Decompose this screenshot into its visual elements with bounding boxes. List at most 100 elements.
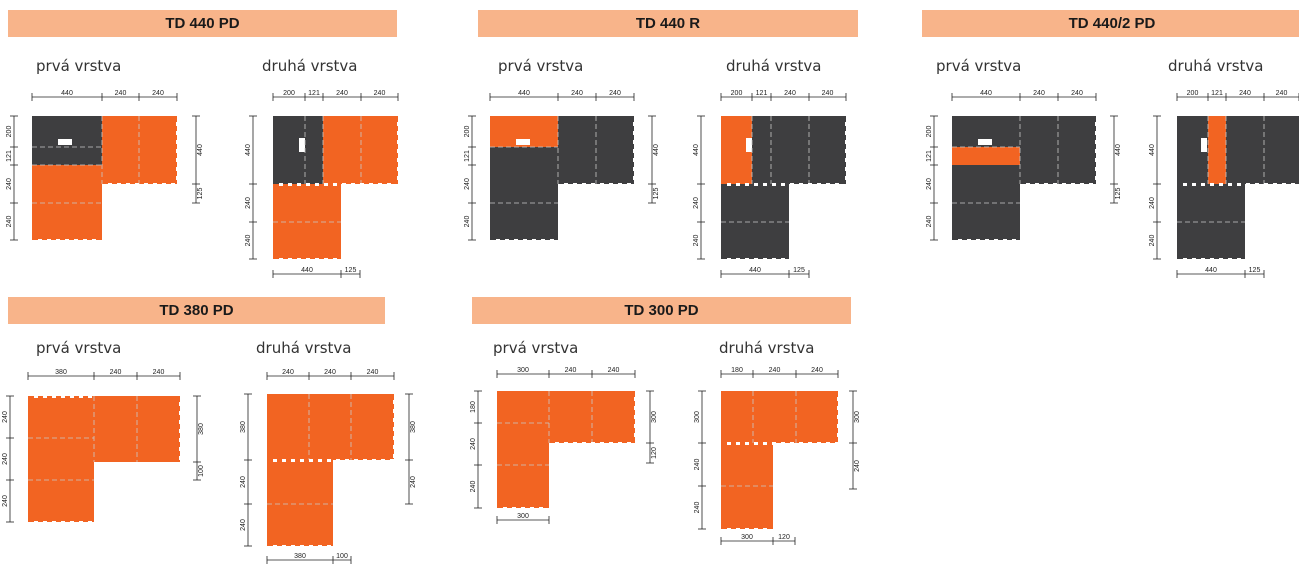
puzzle-edge: [845, 149, 848, 153]
puzzle-edge: [618, 442, 622, 445]
puzzle-edge: [736, 258, 740, 261]
puzzle-edge: [514, 239, 518, 242]
puzzle-edge: [387, 183, 391, 186]
puzzle-edge: [336, 459, 340, 462]
dimension-label: 300: [741, 534, 753, 541]
dimension-label: 125: [197, 188, 204, 200]
dimension-label: 240: [926, 178, 933, 190]
dimension-label: 200: [6, 126, 13, 138]
puzzle-edge: [397, 140, 400, 144]
puzzle-edge: [555, 442, 559, 445]
puzzle-edge: [799, 183, 803, 186]
puzzle-edge: [179, 429, 182, 433]
dimension-label: 240: [1071, 90, 1083, 97]
dimension-label: 240: [1239, 90, 1251, 97]
puzzle-edge: [845, 122, 848, 126]
puzzle-edge: [315, 258, 319, 261]
puzzle-edge: [179, 456, 182, 460]
puzzle-edge: [837, 424, 840, 428]
puzzle-edge: [153, 183, 157, 186]
dimension-label: 300: [651, 411, 658, 423]
puzzle-edge: [633, 149, 636, 153]
dimension-label: 240: [854, 460, 861, 472]
puzzle-edge: [512, 507, 516, 510]
dimension-label: 380: [410, 421, 417, 433]
puzzle-edge: [61, 521, 65, 524]
puzzle-edge: [327, 459, 331, 462]
puzzle-edge: [736, 183, 740, 186]
puzzle-edge: [88, 521, 92, 524]
puzzle-edge: [1237, 258, 1241, 261]
dimension-label: 240: [609, 90, 621, 97]
puzzle-edge: [591, 183, 595, 186]
puzzle-edge: [351, 183, 355, 186]
dimension-label: 240: [240, 519, 247, 531]
dimension-label: 240: [464, 178, 471, 190]
puzzle-edge: [144, 183, 148, 186]
puzzle-edge: [297, 258, 301, 261]
puzzle-edge: [381, 459, 385, 462]
cutout-notch: [746, 138, 752, 152]
puzzle-edge: [393, 400, 396, 404]
puzzle-edge: [745, 528, 749, 531]
puzzle-edge: [845, 167, 848, 171]
cutout-notch: [299, 138, 305, 152]
puzzle-edge: [176, 122, 179, 126]
puzzle-edge: [1282, 183, 1286, 186]
floor-tile: [273, 222, 341, 259]
puzzle-edge: [582, 442, 586, 445]
puzzle-edge: [1062, 183, 1066, 186]
puzzle-edge: [117, 183, 121, 186]
puzzle-edge: [1273, 183, 1277, 186]
dimension-label: 125: [653, 188, 660, 200]
floor-tile: [32, 147, 102, 165]
dimension-label: 240: [1276, 90, 1288, 97]
puzzle-edge: [573, 183, 577, 186]
puzzle-edge: [781, 183, 785, 186]
puzzle-edge: [609, 183, 613, 186]
dimension-label: 121: [926, 150, 933, 162]
puzzle-edge: [763, 442, 767, 445]
puzzle-edge: [309, 459, 313, 462]
puzzle-edge: [1228, 183, 1232, 186]
puzzle-edge: [135, 183, 139, 186]
puzzle-edge: [1080, 183, 1084, 186]
floor-tile: [721, 222, 789, 259]
puzzle-edge: [393, 454, 396, 458]
puzzle-edge: [627, 183, 631, 186]
puzzle-edge: [306, 258, 310, 261]
puzzle-edge: [52, 521, 56, 524]
puzzle-edge: [345, 459, 349, 462]
section-header-td300pd: TD 300 PD: [472, 297, 851, 324]
puzzle-edge: [318, 545, 322, 548]
puzzle-edge: [288, 183, 292, 186]
floor-tile: [102, 116, 139, 184]
puzzle-edge: [1095, 167, 1098, 171]
floor-tile: [1058, 116, 1096, 184]
floor-tile: [721, 391, 753, 443]
puzzle-edge: [1071, 183, 1075, 186]
puzzle-edge: [1095, 131, 1098, 135]
dimension-label: 440: [518, 90, 530, 97]
puzzle-edge: [324, 183, 328, 186]
floor-tile: [497, 423, 549, 465]
dimension-label: 120: [778, 534, 790, 541]
floor-tile: [1264, 116, 1299, 184]
floor-tile: [1177, 184, 1245, 222]
floor-tile: [28, 396, 94, 438]
puzzle-edge: [176, 167, 179, 171]
puzzle-edge: [1053, 183, 1057, 186]
dimension-label: 121: [1211, 90, 1223, 97]
dimension-label: 121: [308, 90, 320, 97]
puzzle-edge: [541, 239, 545, 242]
floor-tile: [323, 116, 361, 184]
dimension-label: 240: [374, 90, 386, 97]
puzzle-edge: [1192, 183, 1196, 186]
dimension-label: 100: [198, 465, 205, 477]
puzzle-edge: [1183, 183, 1187, 186]
dimension-label: 240: [115, 90, 127, 97]
puzzle-edge: [634, 397, 637, 401]
dimension-label: 125: [345, 267, 357, 274]
puzzle-edge: [393, 445, 396, 449]
cutout-notch: [516, 139, 530, 145]
